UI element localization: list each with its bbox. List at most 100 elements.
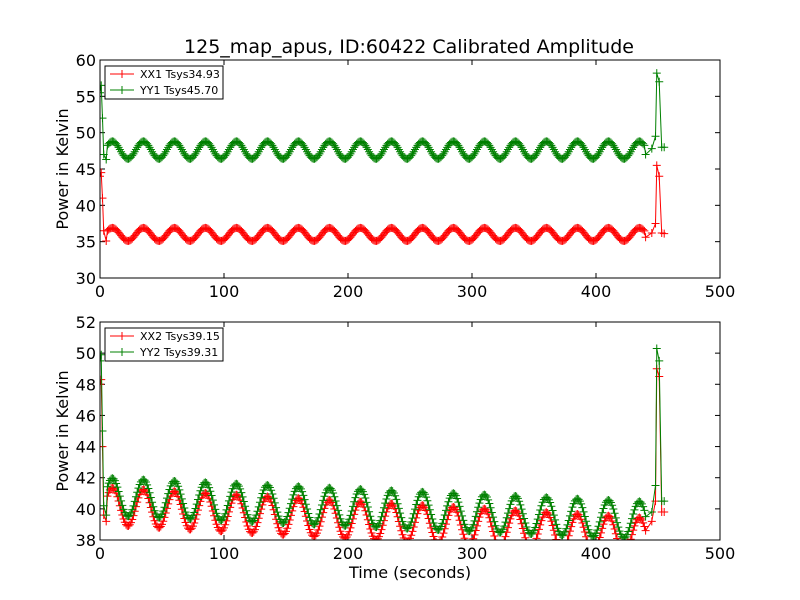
data-point <box>520 514 529 523</box>
data-point <box>439 515 448 524</box>
data-point <box>102 155 111 164</box>
data-point <box>547 502 556 511</box>
data-point <box>284 149 293 158</box>
data-point <box>100 501 108 510</box>
legend-label-xx2: XX2 Tsys39.15 <box>140 330 220 343</box>
data-point <box>362 143 371 152</box>
data-point <box>299 491 308 500</box>
data-point <box>268 141 277 150</box>
data-point <box>605 496 614 505</box>
data-point <box>518 524 527 533</box>
data-point <box>379 145 388 154</box>
data-point <box>208 496 217 505</box>
data-point <box>528 545 536 553</box>
data-point <box>579 143 588 152</box>
data-point <box>334 506 343 515</box>
data-point <box>610 143 619 152</box>
data-point <box>253 149 262 158</box>
data-point <box>129 149 138 158</box>
data-point <box>651 219 660 228</box>
data-point <box>422 493 431 502</box>
data-point <box>320 492 329 501</box>
data-point <box>252 511 261 520</box>
data-point <box>502 539 504 540</box>
data-point <box>396 509 405 518</box>
y-tick-label: 44 <box>76 438 96 457</box>
data-point <box>162 145 171 154</box>
data-point <box>517 505 526 514</box>
data-point <box>547 517 556 526</box>
data-point <box>424 501 433 510</box>
data-point <box>335 510 344 519</box>
data-point <box>501 518 510 527</box>
data-point <box>330 492 339 501</box>
data-point <box>410 505 419 514</box>
data-point <box>243 510 252 519</box>
data-point <box>226 492 235 501</box>
y-tick-label: 40 <box>76 196 96 215</box>
data-point <box>660 507 669 516</box>
data-point <box>562 540 570 548</box>
data-point <box>537 501 546 510</box>
data-point <box>145 143 154 152</box>
data-point <box>162 494 171 503</box>
y-tick-label: 38 <box>76 531 96 550</box>
y-tick-label: 50 <box>76 344 96 363</box>
data-point <box>502 513 511 522</box>
data-point <box>485 513 494 522</box>
data-point <box>574 510 583 519</box>
data-point <box>419 488 428 497</box>
y-tick-label: 55 <box>76 87 96 106</box>
legend-box-top <box>104 65 224 100</box>
data-point <box>505 504 514 513</box>
data-point <box>655 77 664 86</box>
data-point <box>270 498 279 507</box>
data-point <box>393 143 402 152</box>
data-point <box>376 529 385 538</box>
data-point <box>608 501 617 510</box>
data-point <box>196 486 205 495</box>
y-tick-label: 50 <box>76 124 96 143</box>
data-point <box>367 528 376 537</box>
data-point <box>407 531 416 540</box>
data-point <box>224 145 233 154</box>
data-point <box>565 145 574 154</box>
data-point <box>365 520 374 529</box>
data-point <box>407 537 409 540</box>
data-point <box>160 503 169 512</box>
data-point <box>639 139 648 148</box>
data-point <box>490 531 499 540</box>
data-point <box>628 539 630 540</box>
data-point <box>563 149 572 158</box>
data-point <box>481 505 490 514</box>
data-point <box>441 145 450 154</box>
data-point <box>210 500 219 509</box>
data-point <box>100 81 106 90</box>
data-point <box>285 504 294 513</box>
data-point <box>579 523 588 532</box>
data-point <box>100 194 107 203</box>
data-point <box>578 503 587 512</box>
data-point <box>140 486 149 495</box>
data-point <box>548 143 557 152</box>
x-tick-label: 200 <box>333 282 364 301</box>
data-point <box>455 143 464 152</box>
data-point <box>102 511 111 520</box>
data-point <box>568 518 577 527</box>
data-point <box>543 493 552 502</box>
data-point <box>100 356 104 365</box>
data-point <box>515 497 524 506</box>
data-point <box>222 149 231 158</box>
data-point <box>381 499 390 508</box>
data-point <box>100 88 104 97</box>
data-point <box>331 496 340 505</box>
data-point <box>518 509 527 518</box>
plot-area-bottom <box>99 321 721 554</box>
data-point <box>617 546 625 554</box>
x-tick-label: 400 <box>581 544 612 563</box>
data-point <box>205 483 214 492</box>
data-point <box>100 168 106 177</box>
data-point <box>495 543 503 551</box>
data-point <box>613 534 622 540</box>
data-point <box>636 514 645 523</box>
